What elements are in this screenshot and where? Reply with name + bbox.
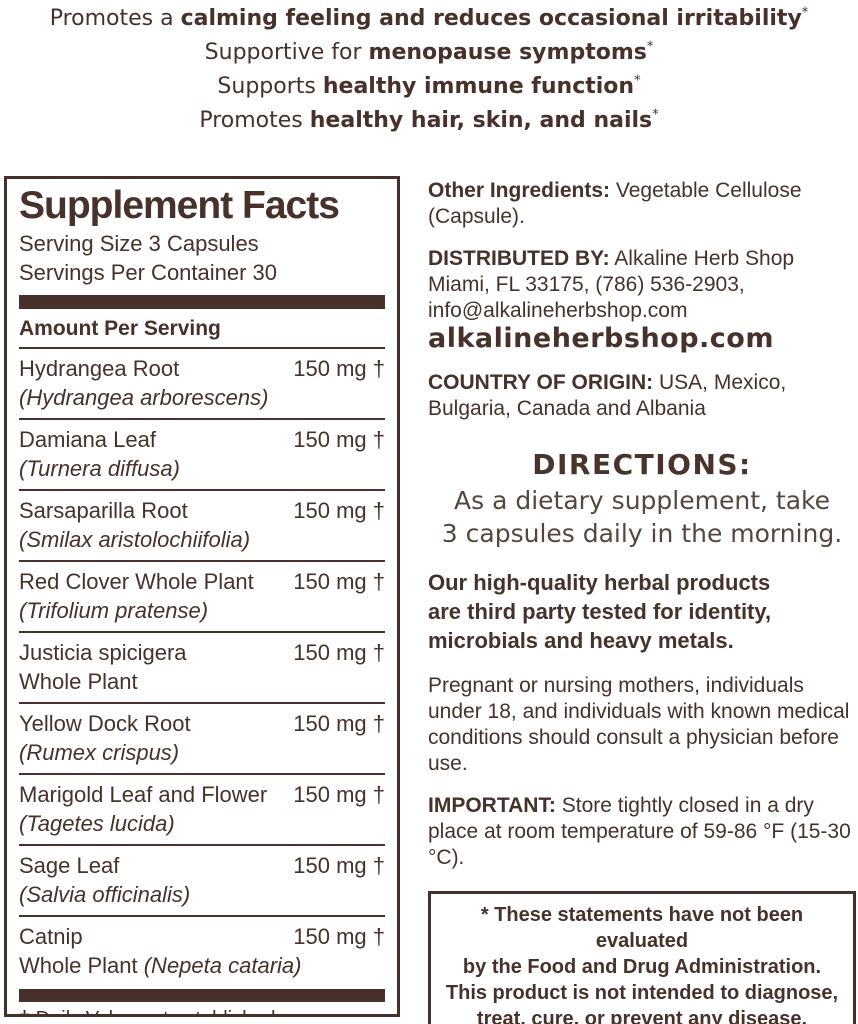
ingredient-line1: Yellow Dock Root 150 mg † xyxy=(19,709,385,738)
storage-important: IMPORTANT: Store tightly closed in a dry… xyxy=(428,794,851,869)
ingredient-line2: (Tagetes lucida) xyxy=(19,809,385,838)
country-of-origin: COUNTRY OF ORIGIN: USA, Mexico, Bulgaria… xyxy=(428,371,787,420)
benefit-claims: Promotes a calming feeling and reduces o… xyxy=(0,2,858,138)
ingredient-row: Catnip 150 mg † Whole Plant (Nepeta cata… xyxy=(19,917,385,986)
ingredient-line1: Catnip 150 mg † xyxy=(19,922,385,951)
ingredient-line2: (Hydrangea arborescens) xyxy=(19,383,385,412)
ingredient-sub-plain: Whole Plant xyxy=(19,669,138,694)
ingredient-amount: 150 mg † xyxy=(293,427,385,452)
asterisk: * xyxy=(801,5,809,21)
ingredient-line2: (Rumex crispus) xyxy=(19,738,385,767)
ingredient-line2: (Salvia officinalis) xyxy=(19,880,385,909)
ingredient-line1: Sage Leaf 150 mg † xyxy=(19,851,385,880)
ingredient-latin-name: (Smilax aristolochiifolia) xyxy=(19,527,251,552)
ingredient-line2: (Turnera diffusa) xyxy=(19,454,385,483)
directions-text: As a dietary supplement, take 3 capsules… xyxy=(441,486,843,548)
quality-statement: Our high-quality herbal products are thi… xyxy=(428,570,772,653)
ingredient-row: Yellow Dock Root 150 mg † (Rumex crispus… xyxy=(19,704,385,775)
ingredient-name: Sage Leaf xyxy=(19,853,120,878)
ingredient-line2: Whole Plant xyxy=(19,667,385,696)
ingredient-name: Red Clover Whole Plant xyxy=(19,569,254,594)
ingredient-line2: (Trifolium pratense) xyxy=(19,596,385,625)
supplement-facts-panel: Supplement Facts Serving Size 3 Capsules… xyxy=(4,176,400,1017)
ingredient-line1: Hydrangea Root 150 mg † xyxy=(19,354,385,383)
ingredient-sub-plain: Whole Plant xyxy=(19,953,144,978)
ingredient-amount: 150 mg † xyxy=(293,640,385,665)
other-ingredients: Other Ingredients: Vegetable Cellulose (… xyxy=(428,179,802,228)
ingredient-line1: Justicia spicigera 150 mg † xyxy=(19,638,385,667)
supplement-facts-title: Supplement Facts xyxy=(19,184,340,227)
asterisk: * xyxy=(646,39,654,55)
ingredient-amount: 150 mg † xyxy=(293,853,385,878)
ingredient-line2: Whole Plant (Nepeta cataria) xyxy=(19,951,385,980)
claim-line: Promotes healthy hair, skin, and nails* xyxy=(199,107,659,133)
ingredient-line1: Red Clover Whole Plant 150 mg † xyxy=(19,567,385,596)
ingredient-table: Hydrangea Root 150 mg † (Hydrangea arbor… xyxy=(19,349,385,986)
ingredient-amount: 150 mg † xyxy=(293,711,385,736)
ingredient-row: Hydrangea Root 150 mg † (Hydrangea arbor… xyxy=(19,349,385,420)
ingredient-line1: Sarsaparilla Root 150 mg † xyxy=(19,496,385,525)
amount-per-serving-header: Amount Per Serving xyxy=(19,314,385,349)
directions-heading: DIRECTIONS: xyxy=(532,448,752,481)
ingredient-line1: Damiana Leaf 150 mg † xyxy=(19,425,385,454)
ingredient-row: Red Clover Whole Plant 150 mg † (Trifoli… xyxy=(19,562,385,633)
ingredient-name: Catnip xyxy=(19,924,83,949)
ingredient-row: Sarsaparilla Root 150 mg † (Smilax arist… xyxy=(19,491,385,562)
ingredient-name: Yellow Dock Root xyxy=(19,711,191,736)
ingredient-amount: 150 mg † xyxy=(293,498,385,523)
divider-bar xyxy=(19,295,385,309)
claim-line: Promotes a calming feeling and reduces o… xyxy=(49,5,809,31)
claim-line: Supports healthy immune function* xyxy=(217,73,641,99)
ingredient-latin-name: (Nepeta cataria) xyxy=(143,953,302,978)
ingredient-amount: 150 mg † xyxy=(293,924,385,949)
ingredient-name: Damiana Leaf xyxy=(19,427,156,452)
ingredient-name: Marigold Leaf and Flower xyxy=(19,782,268,807)
ingredient-row: Sage Leaf 150 mg † (Salvia officinalis) xyxy=(19,846,385,917)
ingredient-line1: Marigold Leaf and Flower 150 mg † xyxy=(19,780,385,809)
label-right-column: Other Ingredients: Vegetable Cellulose (… xyxy=(428,178,856,1024)
ingredient-amount: 150 mg † xyxy=(293,782,385,807)
divider-bar xyxy=(19,989,385,1002)
ingredient-row: Damiana Leaf 150 mg † (Turnera diffusa) xyxy=(19,420,385,491)
daily-value-footnote: † Daily Value not established. xyxy=(19,1005,385,1014)
warning-text: Pregnant or nursing mothers, individuals… xyxy=(428,674,850,775)
website-url: alkalineherbshop.com xyxy=(428,323,774,354)
servings-per-container: Servings Per Container 30 xyxy=(19,260,278,285)
ingredient-latin-name: (Rumex crispus) xyxy=(19,740,180,765)
distributed-by: DISTRIBUTED BY: Alkaline Herb Shop Miami… xyxy=(428,247,795,322)
asterisk: * xyxy=(634,73,641,89)
ingredient-name: Hydrangea Root xyxy=(19,356,180,381)
asterisk: * xyxy=(652,107,659,123)
ingredient-row: Marigold Leaf and Flower 150 mg † (Taget… xyxy=(19,775,385,846)
serving-size: Serving Size 3 Capsules xyxy=(19,231,259,256)
ingredient-name: Sarsaparilla Root xyxy=(19,498,188,523)
ingredient-latin-name: (Hydrangea arborescens) xyxy=(19,385,269,410)
ingredient-line2: (Smilax aristolochiifolia) xyxy=(19,525,385,554)
ingredient-row: Justicia spicigera 150 mg † Whole Plant xyxy=(19,633,385,704)
ingredient-latin-name: (Turnera diffusa) xyxy=(19,456,180,481)
ingredient-latin-name: (Trifolium pratense) xyxy=(19,598,209,623)
ingredient-latin-name: (Tagetes lucida) xyxy=(19,811,175,836)
ingredient-name: Justicia spicigera xyxy=(19,640,187,665)
ingredient-amount: 150 mg † xyxy=(293,356,385,381)
fda-disclaimer-box: * These statements have not been evaluat… xyxy=(428,891,856,1024)
claim-line: Supportive for menopause symptoms* xyxy=(204,39,654,65)
ingredient-amount: 150 mg † xyxy=(293,569,385,594)
ingredient-latin-name: (Salvia officinalis) xyxy=(19,882,191,907)
